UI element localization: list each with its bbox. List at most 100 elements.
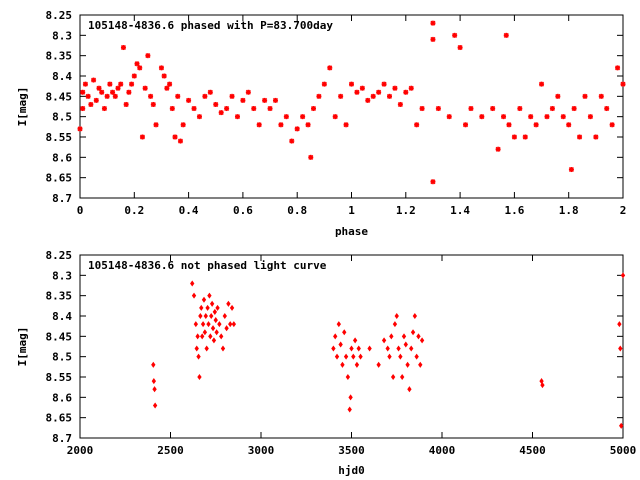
data-point [598, 93, 604, 99]
data-point [308, 154, 314, 160]
data-point [294, 126, 300, 132]
x-tick-label: 3000 [248, 444, 275, 457]
data-point [80, 106, 86, 112]
data-point [209, 300, 215, 307]
data-point [197, 373, 202, 381]
x-axis-label: hjd0 [338, 464, 365, 477]
data-point [479, 114, 485, 120]
data-point [403, 341, 408, 348]
data-point [347, 406, 352, 413]
data-point [207, 292, 212, 299]
data-point [228, 321, 233, 328]
data-point [167, 81, 173, 87]
data-point [229, 304, 235, 311]
data-point [327, 65, 333, 71]
data-point [511, 134, 517, 140]
data-point [419, 106, 425, 112]
data-point [152, 386, 157, 393]
data-point [349, 345, 354, 352]
data-point [283, 114, 289, 120]
data-point [408, 85, 414, 91]
data-point [392, 85, 398, 91]
data-point [343, 353, 349, 360]
data-point [213, 317, 218, 324]
data-point [495, 146, 501, 152]
data-point [200, 321, 206, 328]
data-point [321, 81, 327, 87]
data-point [418, 361, 423, 368]
x-tick-label: 1 [348, 204, 355, 217]
data-point [457, 45, 463, 51]
data-point [528, 114, 534, 120]
data-point [333, 333, 338, 340]
y-tick-label: 8.6 [52, 151, 72, 164]
data-point [201, 296, 207, 303]
x-tick-label: 1.8 [559, 204, 579, 217]
data-point [587, 114, 593, 120]
data-point [463, 122, 469, 128]
data-point [348, 394, 353, 401]
data-point [619, 422, 624, 429]
data-point [539, 81, 545, 87]
y-tick-label: 8.35 [46, 50, 73, 63]
data-point [199, 304, 204, 311]
data-point [91, 77, 97, 83]
data-point [93, 97, 99, 103]
data-point [343, 122, 349, 128]
data-point [214, 329, 219, 336]
data-point [175, 93, 181, 99]
data-point [226, 300, 231, 307]
data-point [365, 97, 371, 103]
data-point [272, 97, 278, 103]
y-tick-label: 8.5 [52, 111, 72, 124]
data-point [381, 81, 387, 87]
data-point [234, 114, 240, 120]
data-point [400, 373, 405, 381]
y-tick-label: 8.25 [46, 249, 73, 262]
data-point [340, 361, 345, 368]
data-point [381, 337, 387, 344]
data-point [435, 106, 441, 112]
data-point [224, 106, 230, 112]
data-point [145, 53, 151, 59]
y-tick-label: 8.65 [46, 172, 73, 185]
data-point [620, 272, 626, 279]
unphased-light-curve-panel: 105148-4836.6 not phased light curve hjd… [16, 249, 636, 477]
data-point [126, 89, 132, 95]
data-point [305, 122, 311, 128]
data-point [555, 93, 561, 99]
data-point [131, 73, 137, 79]
data-point [206, 321, 211, 328]
data-point [151, 378, 157, 385]
data-point [506, 122, 512, 128]
data-point [412, 312, 418, 320]
data-point [220, 345, 226, 352]
data-point [354, 361, 360, 368]
data-point [200, 333, 205, 340]
x-tick-label: 0.2 [124, 204, 144, 217]
data-point [112, 93, 118, 99]
data-point [571, 106, 577, 112]
data-point [414, 353, 419, 360]
x-tick-label: 1.4 [450, 204, 470, 217]
data-point [577, 134, 583, 140]
data-point [256, 122, 262, 128]
data-point [207, 89, 213, 95]
y-axis-label: I[mag] [16, 327, 29, 367]
x-tick-label: 0.6 [233, 204, 253, 217]
data-point [349, 81, 354, 87]
data-point [310, 106, 316, 112]
data-point [359, 85, 365, 91]
data-point [198, 312, 203, 320]
data-point [468, 106, 474, 112]
data-point [419, 337, 425, 344]
data-point [503, 32, 509, 38]
data-point [289, 138, 295, 144]
data-point [409, 345, 414, 352]
data-point [407, 386, 412, 393]
data-point [218, 110, 224, 116]
data-point [190, 280, 195, 287]
y-tick-label: 8.65 [46, 412, 73, 425]
data-point [107, 81, 113, 87]
data-point [202, 93, 208, 99]
